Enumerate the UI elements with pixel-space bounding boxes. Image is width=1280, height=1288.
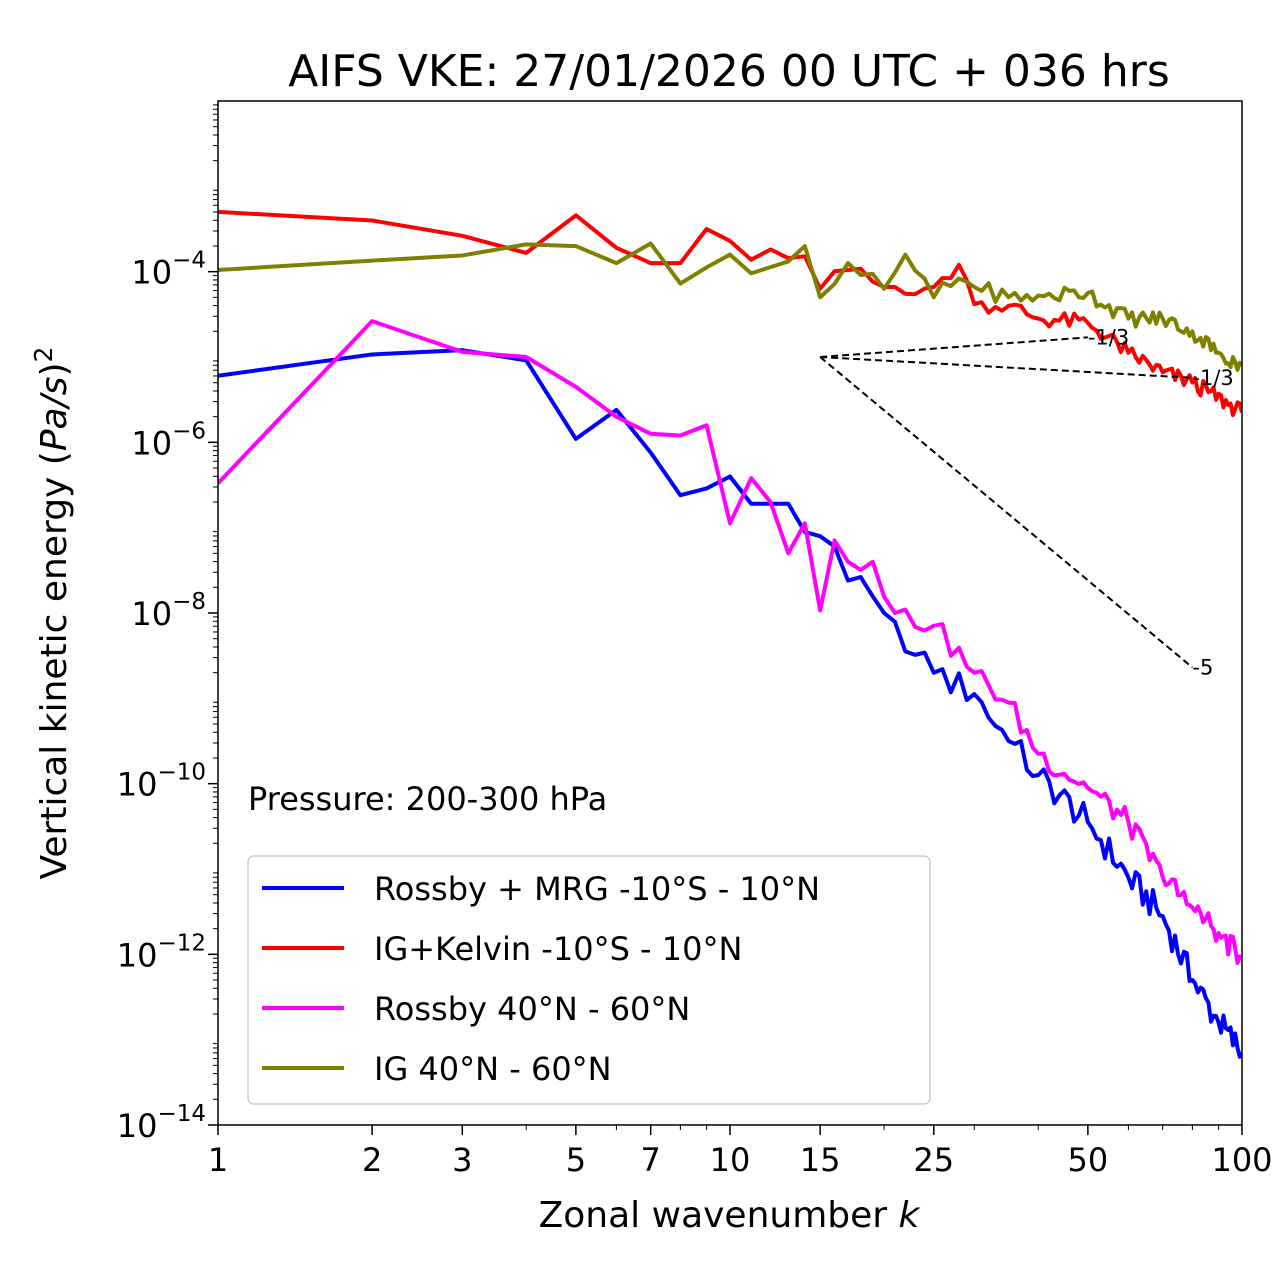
y-tick-label: 10−4	[131, 248, 206, 292]
y-tick-label: 10−6	[131, 418, 206, 462]
x-tick-label: 3	[452, 1141, 472, 1179]
x-tick-label: 1	[208, 1141, 228, 1179]
slope-line	[819, 356, 1194, 669]
series-line-1	[218, 348, 1242, 1059]
legend-label: Rossby + MRG -10°S - 10°N	[374, 870, 820, 908]
series-line-4	[218, 241, 1242, 372]
legend-label: IG+Kelvin -10°S - 10°N	[374, 930, 742, 968]
x-tick-label: 7	[641, 1141, 661, 1179]
series-layer	[218, 209, 1242, 1059]
x-tick-label: 10	[710, 1141, 751, 1179]
series-line-2	[218, 209, 1242, 418]
x-axis: 1 2 3 5 7 10 15 25 50 100	[208, 1125, 1273, 1179]
legend-label: IG 40°N - 60°N	[374, 1050, 612, 1088]
y-tick-label: 10−12	[117, 930, 206, 974]
slope-lines: -1/3 -1/3 -5	[819, 325, 1234, 679]
x-tick-label: 15	[800, 1141, 841, 1179]
chart-title: AIFS VKE: 27/01/2026 00 UTC + 036 hrs	[288, 46, 1170, 97]
slope-label: -1/3	[1192, 366, 1233, 390]
pressure-annotation: Pressure: 200-300 hPa	[248, 780, 607, 818]
legend: Rossby + MRG -10°S - 10°N IG+Kelvin -10°S…	[247, 855, 931, 1105]
slope-label: -1/3	[1088, 325, 1129, 349]
series-line-3	[218, 319, 1242, 965]
slope-label: -5	[1192, 655, 1213, 679]
legend-label: Rossby 40°N - 60°N	[374, 990, 690, 1028]
x-tick-label: 25	[913, 1141, 954, 1179]
y-tick-label: 10−10	[117, 760, 206, 804]
legend-box	[247, 855, 931, 1105]
slope-line	[820, 356, 1193, 379]
x-axis-label: Zonal wavenumber k	[539, 1195, 922, 1236]
y-axis: 10−14 10−12 10−10 10−8 10−6 10−4	[117, 104, 218, 1145]
y-tick-label: 10−14	[117, 1101, 206, 1145]
x-tick-label: 100	[1211, 1141, 1272, 1179]
x-tick-label: 5	[566, 1141, 586, 1179]
y-axis-label: Vertical kinetic energy (Pa/s)2	[29, 347, 75, 880]
y-tick-label: 10−8	[131, 589, 206, 633]
slope-line	[820, 336, 1088, 358]
x-tick-label: 50	[1068, 1141, 1109, 1179]
x-tick-label: 2	[362, 1141, 382, 1179]
